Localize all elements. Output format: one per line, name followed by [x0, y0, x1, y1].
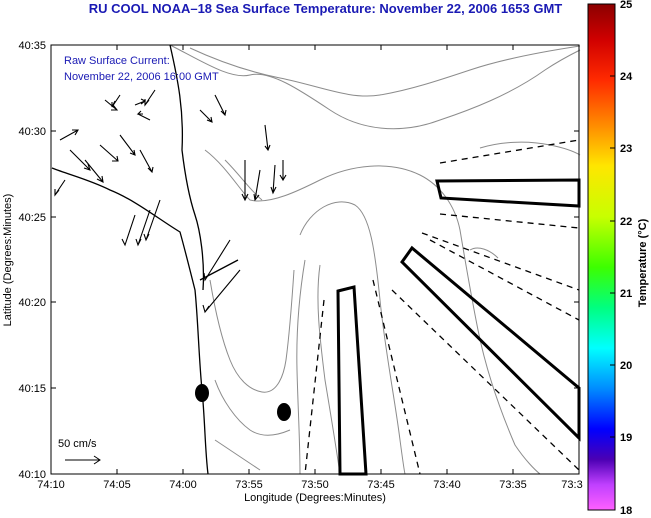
- current-arrow: [54, 179, 66, 197]
- colorbar-tick-label: 19: [620, 432, 632, 444]
- buoy-marker: [195, 384, 209, 402]
- y-tick-label: 40:35: [18, 40, 46, 52]
- contour-line: [214, 379, 291, 436]
- x-tick-label: 73:55: [235, 479, 263, 491]
- colorbar-tick-label: 21: [620, 288, 632, 300]
- colorbar: [587, 3, 616, 511]
- colorbar-tick-label: 18: [620, 505, 632, 517]
- current-arrow: [104, 99, 119, 111]
- x-tick-label: 73:3: [561, 479, 582, 491]
- contour-line: [204, 149, 541, 475]
- footprint-south-strip: [336, 285, 368, 476]
- range-line: [421, 232, 580, 291]
- colorbar-label: Temperature (°C): [637, 218, 649, 307]
- current-arrow: [135, 209, 151, 247]
- x-tick-label: 73:45: [367, 479, 395, 491]
- current-arrow: [69, 149, 91, 171]
- current-arrow: [99, 144, 119, 162]
- contour-line: [189, 45, 581, 97]
- y-tick-label: 40:10: [18, 469, 46, 481]
- contour-line: [169, 44, 581, 130]
- range-line: [391, 289, 580, 471]
- bathymetry-contours: [169, 44, 581, 475]
- footprint-northeast-strip: [435, 178, 581, 208]
- x-tick-label: 74:05: [103, 479, 131, 491]
- contour-line: [317, 264, 341, 475]
- current-arrow: [119, 134, 136, 156]
- coastline: [51, 44, 239, 475]
- current-arrow: [84, 159, 104, 183]
- colorbar-tick-label: 22: [620, 216, 632, 228]
- annotation-line-2: November 22, 2006 16:00 GMT: [64, 71, 219, 83]
- current-arrow: [214, 94, 227, 117]
- current-arrow: [139, 149, 154, 174]
- current-arrow: [203, 239, 231, 282]
- x-tick-label: 74:00: [169, 479, 197, 491]
- y-tick-label: 40:15: [18, 383, 46, 395]
- colorbar-ticks: 25 24 23 22 21 20 19 18: [610, 0, 633, 517]
- current-arrow: [136, 110, 151, 121]
- scale-arrow: [65, 455, 101, 465]
- current-arrow: [241, 160, 249, 202]
- current-arrow: [144, 89, 156, 107]
- colorbar-tick-label: 23: [620, 143, 632, 155]
- x-tick-label: 74:10: [37, 479, 65, 491]
- y-tick-label: 40:20: [18, 297, 46, 309]
- plot-frame: [50, 44, 580, 475]
- range-line: [439, 213, 580, 229]
- current-arrow: [111, 94, 121, 108]
- colorbar-tick-label: 20: [620, 360, 632, 372]
- x-tick-label: 73:40: [433, 479, 461, 491]
- current-arrow: [202, 269, 241, 314]
- range-line: [439, 139, 580, 164]
- contour-line: [214, 439, 261, 471]
- current-arrow: [270, 164, 277, 195]
- y-tick-label: 40:30: [18, 126, 46, 138]
- y-tick-label: 40:25: [18, 212, 46, 224]
- current-arrow: [59, 129, 79, 141]
- contour-line: [296, 259, 306, 475]
- x-tick-label: 73:50: [301, 479, 329, 491]
- range-line: [304, 299, 325, 475]
- scale-label: 50 cm/s: [58, 438, 97, 450]
- colorbar-tick-label: 25: [620, 0, 632, 11]
- current-arrow: [253, 169, 261, 202]
- annotation-line-1: Raw Surface Current:: [64, 55, 170, 67]
- current-vectors: [54, 89, 287, 314]
- y-axis: 40:35 40:30 40:25 40:20 40:15 40:10: [18, 40, 579, 481]
- current-arrow: [121, 214, 136, 247]
- current-arrow: [143, 199, 161, 242]
- colorbar-tick-label: 24: [620, 71, 633, 83]
- contour-line: [209, 269, 295, 393]
- contour-line: [299, 201, 406, 475]
- current-arrow: [264, 124, 271, 152]
- current-arrow: [279, 160, 287, 182]
- x-tick-label: 73:35: [499, 479, 527, 491]
- map-title: RU COOL NOAA–18 Sea Surface Temperature:…: [88, 1, 563, 16]
- footprint-east-strip: [400, 245, 581, 442]
- buoy-marker: [277, 403, 291, 421]
- range-lines: [304, 139, 580, 475]
- contour-line: [469, 247, 499, 259]
- current-arrow: [134, 98, 147, 106]
- y-axis-label: Latitude (Degrees:Minutes): [2, 194, 14, 327]
- x-axis-label: Longitude (Degrees:Minutes): [244, 492, 386, 504]
- current-arrow: [199, 109, 213, 123]
- x-axis: 74:10 74:05 74:00 73:55 73:50 73:45 73:4…: [37, 45, 583, 491]
- range-line: [372, 279, 421, 475]
